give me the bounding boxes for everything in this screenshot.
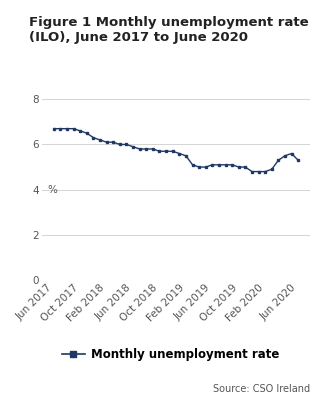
Monthly unemployment rate bbox=[177, 151, 181, 156]
Monthly unemployment rate bbox=[211, 162, 214, 167]
Monthly unemployment rate bbox=[118, 142, 122, 147]
Monthly unemployment rate bbox=[257, 169, 260, 174]
Legend: Monthly unemployment rate: Monthly unemployment rate bbox=[57, 344, 284, 366]
Monthly unemployment rate bbox=[92, 135, 95, 140]
Monthly unemployment rate bbox=[111, 140, 115, 145]
Monthly unemployment rate bbox=[52, 126, 56, 131]
Monthly unemployment rate bbox=[144, 146, 148, 151]
Monthly unemployment rate bbox=[270, 167, 274, 172]
Monthly unemployment rate bbox=[65, 126, 69, 131]
Monthly unemployment rate bbox=[72, 126, 76, 131]
Text: %: % bbox=[48, 185, 58, 195]
Monthly unemployment rate bbox=[224, 162, 228, 167]
Monthly unemployment rate bbox=[217, 162, 221, 167]
Line: Monthly unemployment rate: Monthly unemployment rate bbox=[52, 127, 300, 173]
Monthly unemployment rate bbox=[244, 165, 247, 170]
Monthly unemployment rate bbox=[105, 140, 108, 145]
Monthly unemployment rate bbox=[276, 158, 280, 163]
Monthly unemployment rate bbox=[263, 169, 267, 174]
Monthly unemployment rate bbox=[283, 153, 287, 158]
Monthly unemployment rate bbox=[157, 149, 161, 154]
Monthly unemployment rate bbox=[191, 162, 195, 167]
Monthly unemployment rate bbox=[59, 126, 62, 131]
Text: Figure 1 Monthly unemployment rate
(ILO), June 2017 to June 2020: Figure 1 Monthly unemployment rate (ILO)… bbox=[29, 16, 308, 44]
Monthly unemployment rate bbox=[131, 144, 135, 149]
Monthly unemployment rate bbox=[138, 146, 141, 151]
Monthly unemployment rate bbox=[250, 169, 254, 174]
Monthly unemployment rate bbox=[230, 162, 234, 167]
Monthly unemployment rate bbox=[237, 165, 241, 170]
Monthly unemployment rate bbox=[171, 149, 175, 154]
Monthly unemployment rate bbox=[197, 165, 201, 170]
Monthly unemployment rate bbox=[98, 138, 102, 142]
Monthly unemployment rate bbox=[296, 158, 300, 163]
Monthly unemployment rate bbox=[204, 165, 208, 170]
Monthly unemployment rate bbox=[85, 131, 89, 136]
Monthly unemployment rate bbox=[184, 153, 188, 158]
Monthly unemployment rate bbox=[164, 149, 168, 154]
Monthly unemployment rate bbox=[124, 142, 128, 147]
Monthly unemployment rate bbox=[290, 151, 293, 156]
Monthly unemployment rate bbox=[78, 128, 82, 133]
Monthly unemployment rate bbox=[151, 146, 155, 151]
Text: Source: CSO Ireland: Source: CSO Ireland bbox=[213, 384, 310, 394]
